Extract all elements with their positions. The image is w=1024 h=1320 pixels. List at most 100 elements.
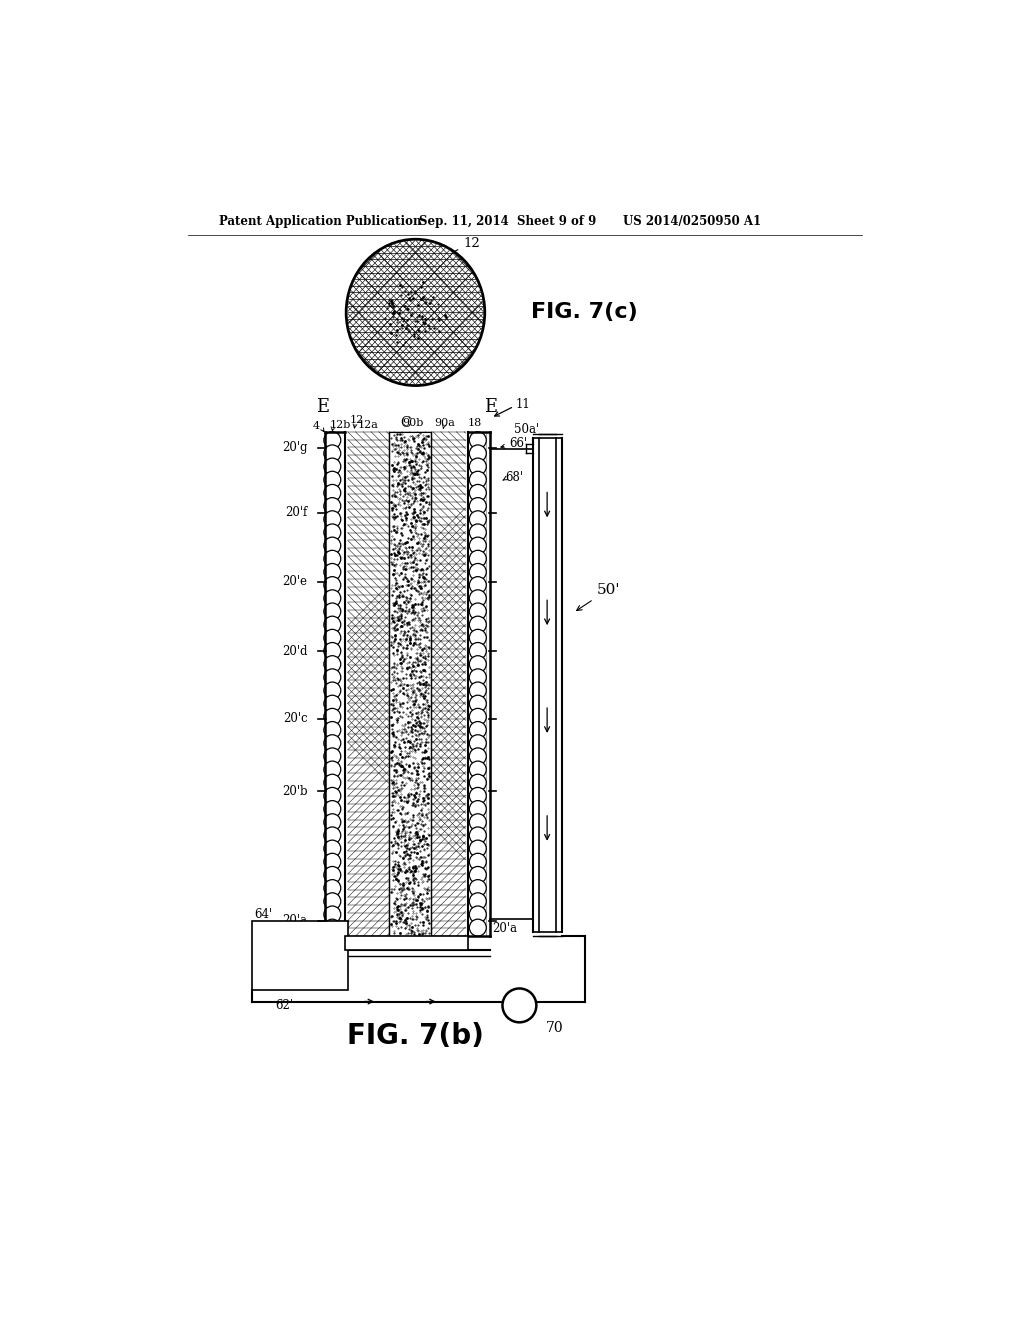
Circle shape [469, 696, 486, 713]
Circle shape [469, 801, 486, 817]
Text: 70: 70 [547, 1022, 564, 1035]
Circle shape [469, 826, 486, 843]
Circle shape [324, 564, 341, 581]
Circle shape [324, 906, 341, 923]
Circle shape [324, 722, 341, 738]
Text: 50a': 50a' [514, 422, 540, 436]
Circle shape [469, 906, 486, 923]
Text: 20'a: 20'a [283, 915, 307, 927]
Circle shape [324, 669, 341, 686]
Text: 20'b: 20'b [282, 785, 307, 797]
Circle shape [324, 892, 341, 909]
Circle shape [469, 919, 486, 936]
Circle shape [324, 445, 341, 462]
Circle shape [469, 603, 486, 620]
Text: 64': 64' [254, 908, 272, 921]
Circle shape [469, 656, 486, 673]
Circle shape [324, 577, 341, 594]
Circle shape [324, 762, 341, 777]
Circle shape [469, 748, 486, 764]
Ellipse shape [346, 239, 484, 385]
Text: 90a: 90a [434, 418, 455, 428]
Text: 20'c: 20'c [283, 713, 307, 726]
Text: 12a: 12a [357, 420, 379, 430]
Circle shape [324, 879, 341, 896]
Text: Sep. 11, 2014  Sheet 9 of 9: Sep. 11, 2014 Sheet 9 of 9 [419, 215, 597, 228]
Circle shape [469, 866, 486, 883]
Circle shape [469, 722, 486, 738]
Text: E: E [316, 399, 330, 416]
Text: 66': 66' [501, 437, 527, 450]
Text: 4: 4 [313, 421, 319, 432]
Circle shape [469, 813, 486, 830]
Text: FIG. 7(b): FIG. 7(b) [347, 1022, 484, 1051]
Circle shape [324, 775, 341, 791]
Circle shape [324, 432, 341, 449]
Circle shape [324, 696, 341, 713]
Circle shape [324, 840, 341, 857]
Circle shape [324, 682, 341, 700]
Circle shape [469, 524, 486, 541]
Text: 20'f: 20'f [286, 506, 307, 519]
Circle shape [324, 826, 341, 843]
Bar [345, 936, 468, 950]
Circle shape [469, 511, 486, 528]
Bar [345, 432, 468, 936]
Circle shape [469, 458, 486, 475]
Text: 12b: 12b [330, 420, 350, 430]
Circle shape [469, 432, 486, 449]
Circle shape [469, 879, 486, 896]
Text: 68': 68' [506, 471, 523, 484]
Circle shape [469, 735, 486, 751]
Circle shape [469, 630, 486, 647]
Circle shape [469, 577, 486, 594]
Circle shape [469, 564, 486, 581]
Circle shape [324, 735, 341, 751]
Circle shape [324, 484, 341, 502]
Circle shape [469, 709, 486, 725]
Circle shape [324, 748, 341, 764]
Circle shape [324, 550, 341, 568]
Circle shape [324, 656, 341, 673]
Circle shape [469, 537, 486, 554]
Circle shape [469, 484, 486, 502]
Circle shape [324, 788, 341, 804]
Circle shape [469, 853, 486, 870]
Text: Patent Application Publication: Patent Application Publication [219, 215, 422, 228]
Circle shape [469, 892, 486, 909]
Bar [389, 432, 431, 936]
Circle shape [324, 866, 341, 883]
Circle shape [469, 445, 486, 462]
Circle shape [324, 813, 341, 830]
Text: 90b: 90b [401, 418, 423, 428]
Text: 20'e: 20'e [283, 576, 307, 589]
Text: US 2014/0250950 A1: US 2014/0250950 A1 [624, 215, 762, 228]
Text: C: C [400, 416, 411, 430]
Circle shape [324, 616, 341, 634]
Circle shape [324, 630, 341, 647]
Circle shape [324, 458, 341, 475]
Circle shape [469, 775, 486, 791]
Text: 20'a: 20'a [493, 921, 517, 935]
Circle shape [469, 498, 486, 515]
Circle shape [469, 788, 486, 804]
Circle shape [503, 989, 537, 1022]
Text: E: E [484, 399, 498, 416]
Text: 20'g: 20'g [283, 441, 307, 454]
Circle shape [469, 471, 486, 488]
Text: 12: 12 [455, 236, 480, 251]
Text: 18: 18 [468, 418, 482, 428]
Circle shape [324, 709, 341, 725]
Circle shape [469, 643, 486, 660]
Circle shape [324, 919, 341, 936]
Text: 12: 12 [350, 416, 365, 425]
Circle shape [469, 669, 486, 686]
Text: 62': 62' [275, 999, 294, 1012]
Text: 50': 50' [577, 582, 620, 610]
Bar [252, 921, 348, 990]
Circle shape [469, 762, 486, 777]
Circle shape [324, 801, 341, 817]
Circle shape [324, 511, 341, 528]
Circle shape [324, 471, 341, 488]
Circle shape [324, 498, 341, 515]
